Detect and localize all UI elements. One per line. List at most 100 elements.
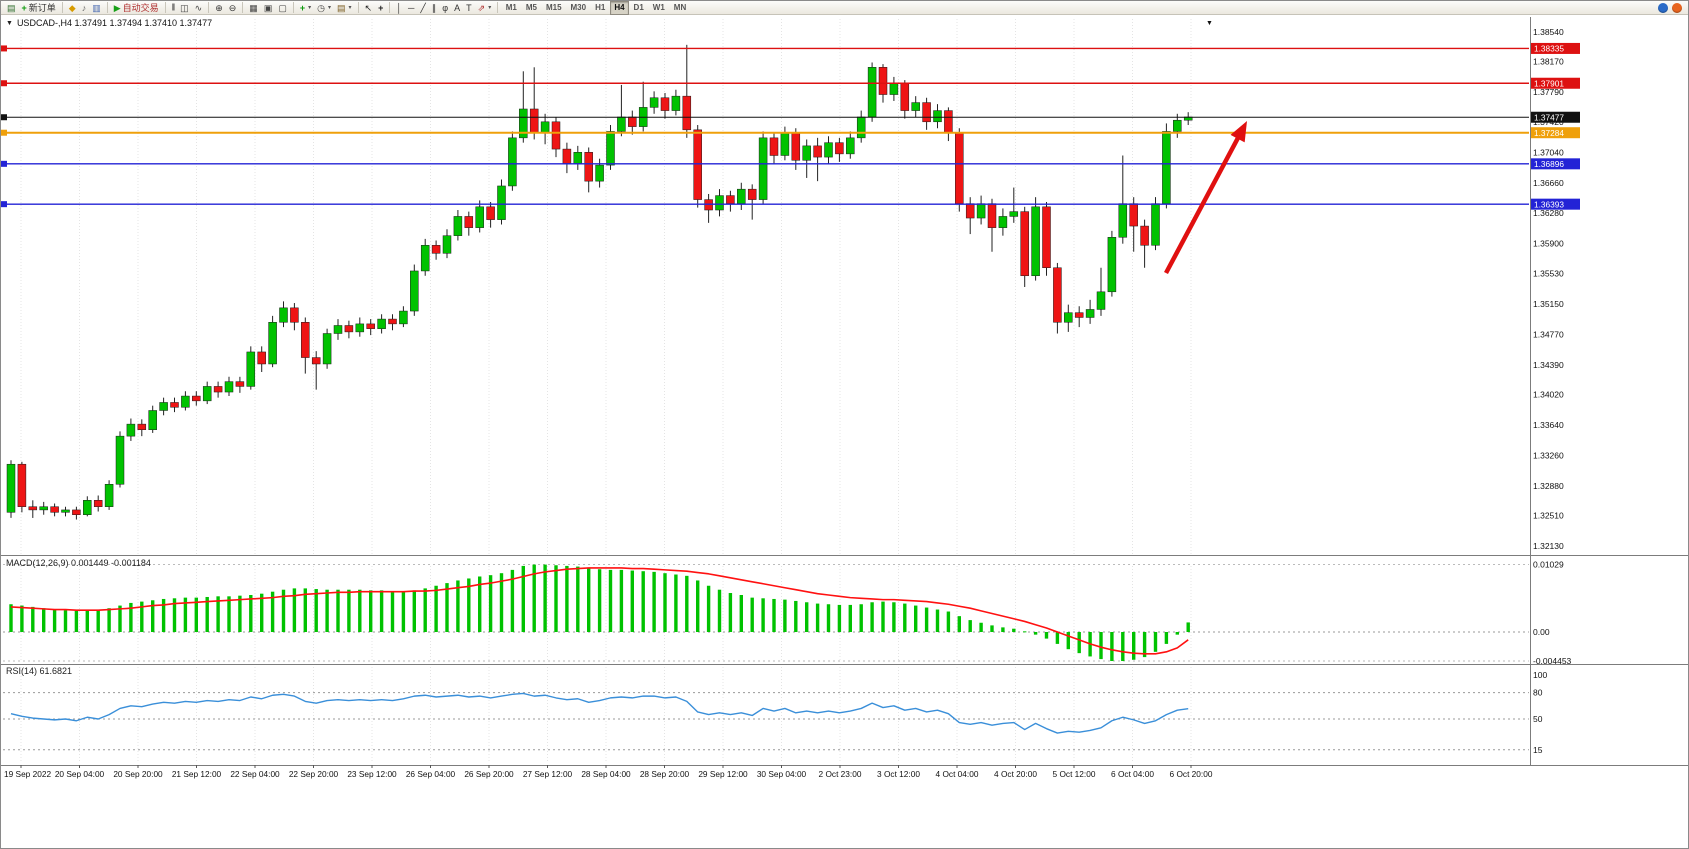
rsi-axis-label: 80 — [1533, 688, 1543, 698]
macd-axis-label: -0.004453 — [1533, 656, 1572, 666]
bar-chart-button[interactable]: ||| — [169, 1, 177, 15]
macd-histogram-bar — [608, 569, 613, 632]
candlestick-chart-button[interactable]: ◫ — [177, 1, 192, 15]
time-axis-label: 26 Sep 20:00 — [464, 769, 514, 779]
arrange-windows-button[interactable]: ▢ — [275, 1, 290, 15]
horizontal-line-tool-button[interactable]: ─ — [405, 1, 417, 15]
macd-histogram-bar — [260, 593, 264, 632]
orange-app-icon[interactable] — [1672, 2, 1682, 13]
zoom-out-button[interactable]: ⊖ — [226, 1, 240, 15]
arrows-tool-button[interactable]: ⇗ ▾ — [475, 1, 495, 15]
cascade-windows-icon: ▣ — [263, 2, 273, 13]
timeframe-m15-button[interactable]: M15 — [545, 2, 562, 12]
chart-profiles-button[interactable]: ◆ — [66, 1, 79, 15]
new-order-button[interactable]: + 新订单 — [19, 1, 59, 15]
candle — [268, 315, 277, 368]
vertical-line-tool-button[interactable]: │ — [393, 1, 405, 15]
timeframe-m1-button[interactable]: M1 — [505, 2, 517, 12]
timeframe-m30-button[interactable]: M30 — [570, 2, 587, 12]
trend-arrow-shaft[interactable] — [1164, 128, 1245, 275]
timeframe-m5-button[interactable]: M5 — [525, 2, 537, 12]
bar-chart-icon: ||| — [171, 3, 176, 11]
macd-histogram-bar — [129, 602, 133, 632]
timeframe-w1-button[interactable]: W1 — [652, 2, 665, 12]
timeframe-h1-button[interactable]: H1 — [595, 2, 606, 12]
bull-candle-body — [104, 484, 114, 507]
bear-candle-body — [562, 148, 572, 164]
toolbar-right-icons — [1658, 2, 1685, 13]
bull-candle-body — [1162, 131, 1171, 204]
macd-histogram-bar — [194, 597, 198, 632]
trendline-tool-button[interactable]: ╱ — [417, 1, 428, 15]
cascade-windows-button[interactable]: ▣ — [261, 1, 276, 15]
price-badge-1.37284 — [1531, 127, 1580, 139]
bull-candle-body — [355, 323, 365, 333]
bull-candle-body — [159, 402, 168, 411]
bear-candle-body — [50, 506, 59, 513]
templates-button[interactable]: ▤ ▾ — [334, 1, 355, 15]
line-chart-icon: ∿ — [194, 2, 203, 13]
macd-histogram-bar — [107, 608, 111, 632]
arrows-tool-caret-icon: ▾ — [488, 4, 492, 11]
crosshair-button[interactable]: + — [375, 1, 386, 15]
candle — [333, 319, 343, 340]
alerts-button[interactable]: ♪ — [79, 1, 90, 15]
macd-histogram-bar — [663, 573, 667, 632]
timeframe-h4-button[interactable]: H4 — [609, 1, 630, 15]
macd-histogram-bar — [532, 564, 536, 632]
bull-candle-body — [1107, 237, 1117, 293]
alerts-icon: ♪ — [81, 2, 87, 13]
tile-windows-button[interactable]: ▦ — [246, 1, 261, 15]
timeframe-mn-button[interactable]: MN — [673, 2, 687, 12]
macd-histogram-bar — [31, 606, 35, 632]
time-axis: 19 Sep 2022 20 Sep 04:00 20 Sep 20:00 21 Se… — [4, 765, 1213, 779]
macd-histogram-bar — [140, 601, 144, 632]
macd-histogram-bar — [161, 598, 166, 632]
bear-candle-body — [28, 506, 38, 511]
macd-histogram-bar — [881, 601, 885, 632]
trend-arrow[interactable] — [1164, 121, 1247, 275]
candle — [758, 131, 768, 204]
bull-candle-body — [410, 270, 419, 312]
text-label-tool-button[interactable]: T — [463, 1, 475, 15]
rsi-axis-label: 50 — [1533, 714, 1543, 724]
new-chart-button[interactable]: ▤ — [4, 1, 19, 15]
macd-histogram-bar — [478, 576, 482, 632]
candle — [551, 116, 561, 158]
zoom-out-icon: ⊖ — [228, 2, 237, 13]
zoom-in-icon: ⊕ — [215, 2, 223, 13]
candle — [431, 240, 441, 260]
zoom-in-button[interactable]: ⊕ — [212, 1, 226, 15]
candle — [181, 391, 190, 411]
channel-tool-button[interactable]: ∥ — [429, 1, 440, 15]
chart-collapse-icon[interactable]: ▼ — [6, 19, 13, 27]
candle — [1129, 197, 1138, 252]
trend-arrow-head[interactable] — [1230, 121, 1247, 143]
templates-icon: ▤ — [337, 2, 346, 13]
bull-candle-body — [540, 121, 550, 134]
bull-candle-body — [573, 152, 583, 164]
fibonacci-tool-button[interactable]: φ — [439, 1, 451, 15]
cursor-button[interactable]: ↖ — [362, 1, 376, 15]
macd-axis-label: 0.01029 — [1533, 560, 1564, 570]
macd-histogram-bar — [401, 591, 406, 632]
candle — [529, 67, 539, 140]
time-axis-label: 28 Sep 04:00 — [581, 769, 631, 779]
time-axis-label: 21 Sep 12:00 — [172, 769, 222, 779]
timeframe-d1-button[interactable]: D1 — [633, 2, 644, 12]
blue-app-icon[interactable] — [1658, 2, 1668, 13]
line-chart-button[interactable]: ∿ — [192, 1, 206, 15]
rsi-indicator-label: RSI(14) 61.6821 — [6, 666, 73, 676]
macd-histogram-bar — [227, 596, 231, 632]
macd-histogram-bar — [270, 591, 275, 632]
bull-candle-body — [715, 195, 724, 211]
add-indicator-button[interactable]: + ▾ — [297, 1, 314, 15]
periods-button[interactable]: ◷ ▾ — [314, 1, 334, 15]
candle — [72, 506, 81, 520]
candle — [889, 76, 899, 101]
autotrade-button[interactable]: ▶ 自动交易 — [111, 1, 162, 15]
macd-histogram-bar — [870, 602, 874, 632]
text-tool-button[interactable]: A — [451, 1, 463, 15]
bear-candle-body — [388, 318, 397, 325]
market-watch-button[interactable]: ▥ — [89, 1, 104, 15]
